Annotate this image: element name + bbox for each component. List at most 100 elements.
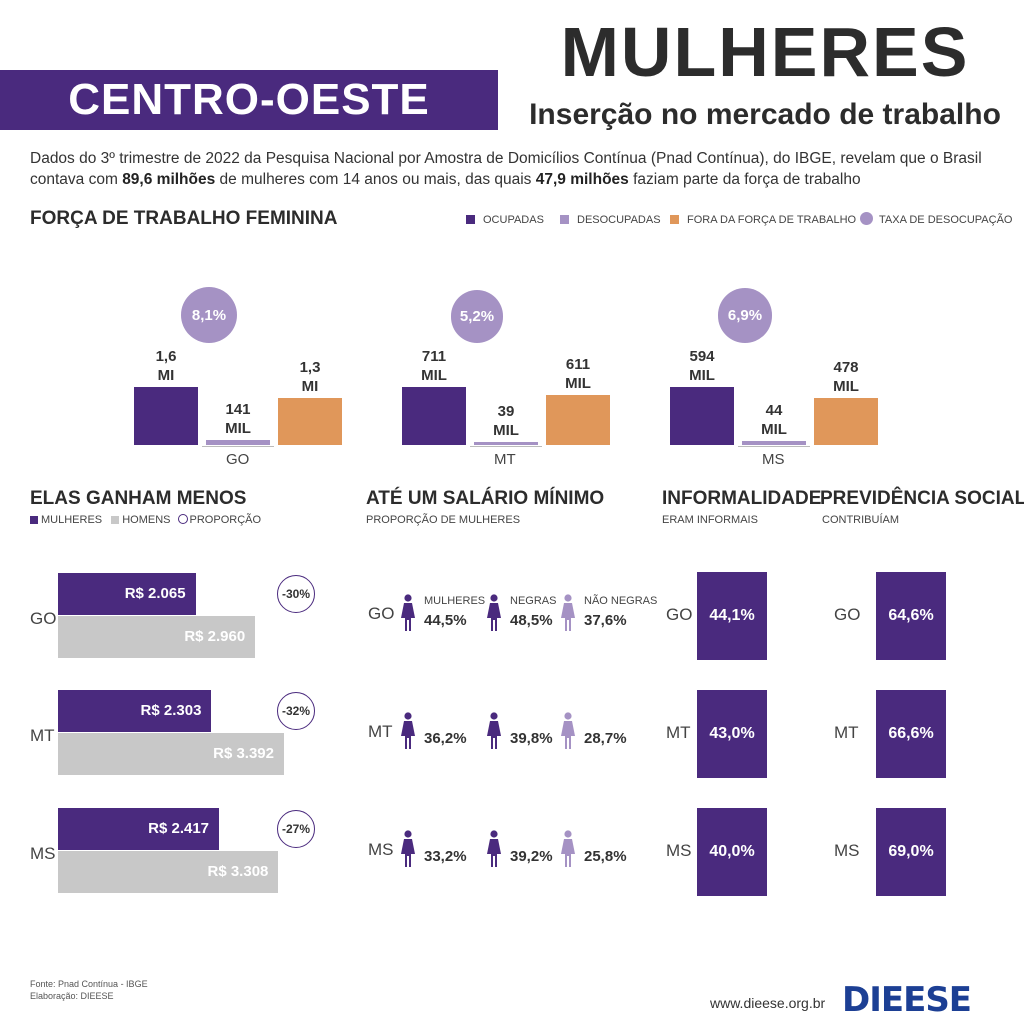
salary-legend: MULHERES HOMENS PROPORÇÃO [30, 514, 261, 526]
bar-value-label: 141 MIL [225, 400, 251, 437]
legend-desocupadas: DESOCUPADAS [560, 214, 661, 226]
woman-icon [487, 712, 501, 749]
category-label: MT [666, 723, 691, 742]
column-label: NÃO NEGRAS [584, 595, 658, 607]
percentage-value: 44,5% [424, 612, 467, 629]
minimum-wage-chart: GO MULHERES 44,5% NEGRAS 48,5% NÃO NEGRAS 37,6… [360, 560, 660, 900]
percentage-value: 33,2% [424, 848, 467, 865]
footer-site-link[interactable]: www.dieese.org.br [710, 995, 826, 1011]
legend-circle-icon [177, 514, 188, 524]
baseline [202, 446, 274, 447]
unemployment-rate-bubble: 6,9% [717, 288, 773, 343]
informality-subtitle: ERAM INFORMAIS [662, 514, 758, 526]
salary-gap-circle: -30% [277, 575, 315, 613]
intro-bold1: 89,6 milhões [122, 171, 216, 188]
legend-swatch-icon [466, 215, 475, 224]
category-label: GO [666, 605, 693, 624]
intro-part2: de mulheres com 14 anos ou mais, das qua… [215, 171, 536, 188]
page-title: MULHERES [560, 13, 970, 91]
minimum-wage-subtitle: PROPORÇÃO DE MULHERES [366, 514, 521, 526]
legend-label: DESOCUPADAS [577, 214, 661, 226]
category-label: MT [30, 726, 55, 745]
unemployment-rate-bubble: 8,1% [181, 287, 237, 343]
women-salary-bar: R$ 2.065 [58, 573, 196, 615]
percentage-box: 43,0% [697, 690, 767, 778]
percentage-box: 69,0% [876, 808, 946, 896]
bar-fora-da-força-de-trabalho [814, 398, 878, 445]
bar-value-label: 1,6 MI [155, 348, 177, 384]
bar-ocupadas [670, 387, 734, 445]
category-label: GO [368, 604, 395, 623]
legend-swatch-icon [560, 215, 569, 224]
social-security-title: PREVIDÊNCIA SOCIAL [820, 488, 1024, 509]
intro-text: Dados do 3º trimestre de 2022 da Pesquis… [30, 148, 1010, 190]
bar-ocupadas [402, 387, 466, 445]
bar-desocupadas [742, 440, 806, 445]
woman-icon [487, 830, 501, 867]
minimum-wage-title: ATÉ UM SALÁRIO MÍNIMO [366, 488, 605, 509]
labor-force-title: FORÇA DE TRABALHO FEMININA [30, 208, 338, 229]
salary-gap-circle: -27% [277, 810, 315, 848]
women-salary-bar: R$ 2.303 [58, 690, 212, 732]
pictogram [486, 594, 502, 632]
percentage-box: 44,1% [697, 572, 767, 660]
bar-value-label: 39 MIL [493, 402, 519, 439]
informality-title: INFORMALIDADE [662, 488, 822, 509]
men-salary-bar: R$ 2.960 [58, 616, 256, 658]
baseline [470, 446, 542, 447]
legend-label: FORA DA FORÇA DE TRABALHO [687, 214, 857, 226]
informality-chart: GO 44,1% MT 43,0% MS 40,0% [660, 560, 820, 900]
intro-part3: faziam parte da força de trabalho [628, 171, 861, 188]
column-label: NEGRAS [510, 595, 557, 607]
women-salary-bar: R$ 2.417 [58, 808, 220, 850]
category-label: GO [834, 605, 861, 624]
category-label: MT [834, 723, 859, 742]
category-label: MS [368, 840, 394, 859]
legend-swatch-icon [670, 215, 679, 224]
percentage-value: 37,6% [584, 612, 627, 629]
woman-icon [561, 712, 575, 749]
category-label: MT [368, 722, 393, 741]
category-label: MS [762, 451, 785, 468]
woman-icon [561, 594, 575, 631]
pictogram [486, 830, 502, 868]
bar-value-label: 478 MIL [833, 359, 859, 396]
legend-swatch-icon [30, 516, 38, 524]
category-label: GO [30, 609, 57, 628]
intro-part1: Dados do 3º trimestre de 2022 da Pesquis… [30, 150, 982, 188]
bar-desocupadas [474, 441, 538, 445]
percentage-value: 39,8% [510, 730, 553, 747]
legend-label: HOMENS [122, 514, 171, 526]
legend-fora: FORA DA FORÇA DE TRABALHO [670, 214, 856, 226]
unemployment-rate-bubble: 5,2% [450, 290, 504, 343]
bar-value-label: 594 MIL [689, 348, 715, 384]
salary-gap-circle: -32% [277, 692, 315, 730]
percentage-value: 36,2% [424, 730, 467, 747]
percentage-value: 39,2% [510, 848, 553, 865]
footer-notes: Fonte: Pnad Contínua - IBGE Elaboração: … [30, 978, 148, 1002]
legend-swatch-icon [111, 516, 120, 524]
pictogram [560, 712, 576, 750]
legend-taxa: TAXA DE DESOCUPAÇÃO [860, 212, 1012, 226]
pictogram [560, 830, 576, 868]
pictogram [486, 712, 502, 750]
bar-ocupadas [134, 387, 198, 445]
column-label: MULHERES [424, 595, 486, 607]
bar-desocupadas [206, 439, 270, 445]
baseline [738, 446, 810, 447]
region-title: CENTRO-OESTE [68, 75, 430, 124]
bar-value-label: 711 MIL [421, 348, 447, 384]
social-security-chart: GO 64,6% MT 66,6% MS 69,0% [820, 560, 1020, 900]
percentage-value: 28,7% [584, 730, 627, 747]
pictogram [400, 594, 416, 632]
region-banner [0, 70, 498, 130]
woman-icon [401, 712, 415, 749]
percentage-box: 66,6% [876, 690, 946, 778]
legend-label: TAXA DE DESOCUPAÇÃO [879, 214, 1013, 226]
woman-icon [487, 594, 501, 631]
woman-icon [401, 830, 415, 867]
social-security-subtitle: CONTRIBUÍAM [822, 514, 899, 526]
bar-fora-da-força-de-trabalho [278, 397, 342, 445]
salary-chart: GO R$ 2.065 R$ 2.960 -30% MT R$ 2.303 R$ 3.392… [0, 560, 360, 900]
bar-value-label: 1,3 MI [299, 358, 321, 395]
